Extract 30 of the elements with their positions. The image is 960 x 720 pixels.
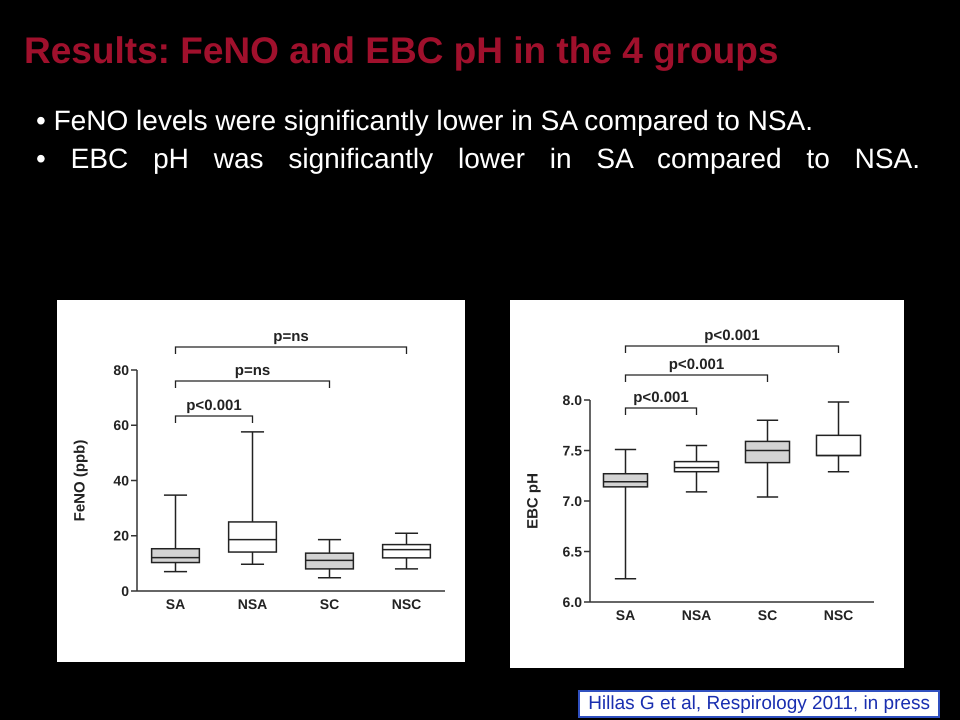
y-tick-label: 7.5 xyxy=(562,442,582,458)
x-tick-label: NSC xyxy=(392,596,422,612)
y-tick-label: 6.0 xyxy=(562,594,582,610)
y-tick-label: 8.0 xyxy=(562,392,582,408)
y-tick-label: 7.0 xyxy=(562,492,582,509)
annotation: p<0.001 xyxy=(633,389,689,406)
x-tick-label: NSC xyxy=(824,606,854,623)
text: p<0.001 xyxy=(704,327,760,344)
y-tick-label: 20 xyxy=(113,528,130,544)
y-axis-title: EBC pH xyxy=(524,473,542,529)
x-tick-label: SA xyxy=(616,606,636,623)
x-tick-label: NSA xyxy=(682,606,712,623)
annotation: p=ns xyxy=(234,362,270,379)
x-tick-label: SA xyxy=(166,596,186,612)
x-tick-label: SC xyxy=(758,606,778,623)
text: p<0.001 xyxy=(668,356,724,373)
y-tick-label: 40 xyxy=(113,472,130,488)
chart-title: Results: FeNO and EBC pH in the 4 groups xyxy=(24,30,778,72)
text: • EBC pH was significantly lower in SA compared to NSA. xyxy=(36,142,920,176)
x-tick-label: SC xyxy=(320,596,340,612)
annotation: p<0.001 xyxy=(186,397,242,414)
y-tick-label: 80 xyxy=(113,362,130,378)
text: Hillas G et al, Respirology 2011, in press xyxy=(578,690,940,718)
y-tick-label: 6.5 xyxy=(562,543,582,560)
chart-subtitle: • FeNO levels were significantly lower in SA compared to NSA. xyxy=(36,104,814,138)
y-tick-label: 60 xyxy=(113,417,130,434)
y-tick-label: 0 xyxy=(121,582,130,599)
y-axis-title: FeNO (ppb) xyxy=(71,440,88,522)
text: p=ns xyxy=(273,328,309,345)
x-tick-label: NSA xyxy=(238,596,268,612)
